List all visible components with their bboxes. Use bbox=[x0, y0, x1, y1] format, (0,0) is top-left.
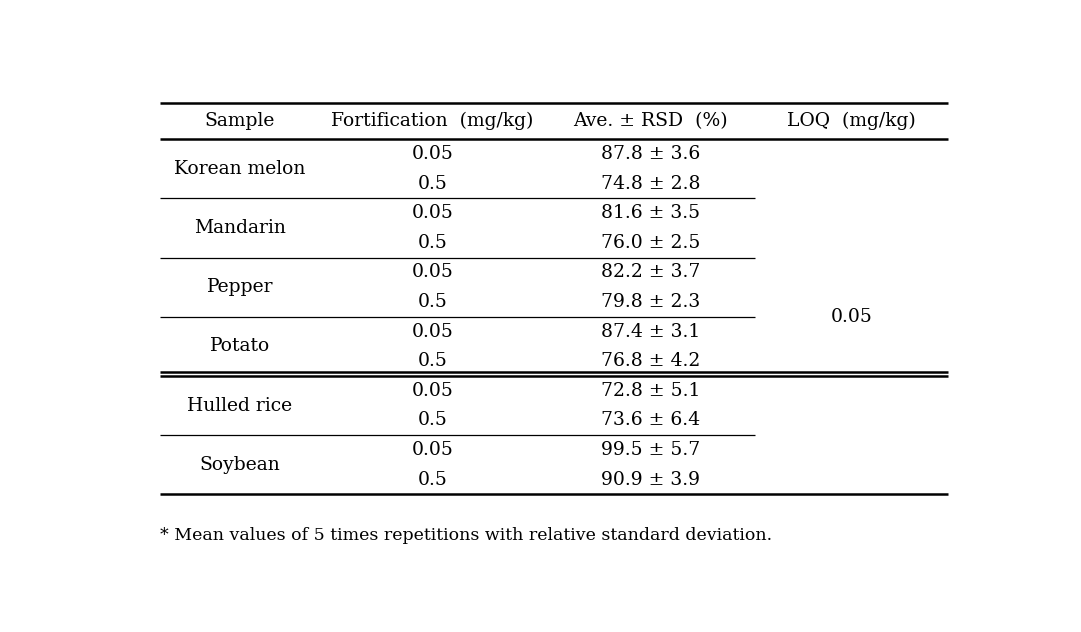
Text: Hulled rice: Hulled rice bbox=[187, 396, 292, 415]
Text: 87.8 ± 3.6: 87.8 ± 3.6 bbox=[601, 145, 700, 163]
Text: 0.05: 0.05 bbox=[412, 204, 453, 222]
Text: 76.0 ± 2.5: 76.0 ± 2.5 bbox=[601, 234, 700, 252]
Text: Ave. ± RSD  (%): Ave. ± RSD (%) bbox=[573, 112, 728, 130]
Text: 0.5: 0.5 bbox=[417, 234, 448, 252]
Text: 76.8 ± 4.2: 76.8 ± 4.2 bbox=[601, 352, 700, 370]
Text: 0.05: 0.05 bbox=[830, 308, 872, 325]
Text: Potato: Potato bbox=[210, 337, 270, 355]
Text: 0.5: 0.5 bbox=[417, 471, 448, 489]
Text: 82.2 ± 3.7: 82.2 ± 3.7 bbox=[601, 264, 700, 281]
Text: 0.5: 0.5 bbox=[417, 293, 448, 311]
Text: Korean melon: Korean melon bbox=[174, 160, 306, 178]
Text: 79.8 ± 2.3: 79.8 ± 2.3 bbox=[601, 293, 700, 311]
Text: Fortification  (mg/kg): Fortification (mg/kg) bbox=[332, 112, 534, 130]
Text: Soybean: Soybean bbox=[200, 456, 280, 474]
Text: 0.05: 0.05 bbox=[412, 382, 453, 399]
Text: 0.05: 0.05 bbox=[412, 145, 453, 163]
Text: Pepper: Pepper bbox=[206, 278, 273, 296]
Text: 87.4 ± 3.1: 87.4 ± 3.1 bbox=[601, 322, 700, 341]
Text: LOQ  (mg/kg): LOQ (mg/kg) bbox=[787, 112, 916, 130]
Text: Mandarin: Mandarin bbox=[193, 219, 285, 237]
Text: 0.05: 0.05 bbox=[412, 322, 453, 341]
Text: 0.5: 0.5 bbox=[417, 352, 448, 370]
Text: 0.05: 0.05 bbox=[412, 264, 453, 281]
Text: 90.9 ± 3.9: 90.9 ± 3.9 bbox=[601, 471, 699, 489]
Text: Sample: Sample bbox=[204, 112, 275, 130]
Text: * Mean values of 5 times repetitions with relative standard deviation.: * Mean values of 5 times repetitions wit… bbox=[160, 527, 773, 544]
Text: 0.5: 0.5 bbox=[417, 174, 448, 193]
Text: 73.6 ± 6.4: 73.6 ± 6.4 bbox=[601, 411, 699, 429]
Text: 74.8 ± 2.8: 74.8 ± 2.8 bbox=[601, 174, 700, 193]
Text: 0.05: 0.05 bbox=[412, 441, 453, 459]
Text: 72.8 ± 5.1: 72.8 ± 5.1 bbox=[601, 382, 700, 399]
Text: 81.6 ± 3.5: 81.6 ± 3.5 bbox=[601, 204, 699, 222]
Text: 0.5: 0.5 bbox=[417, 411, 448, 429]
Text: 99.5 ± 5.7: 99.5 ± 5.7 bbox=[601, 441, 700, 459]
